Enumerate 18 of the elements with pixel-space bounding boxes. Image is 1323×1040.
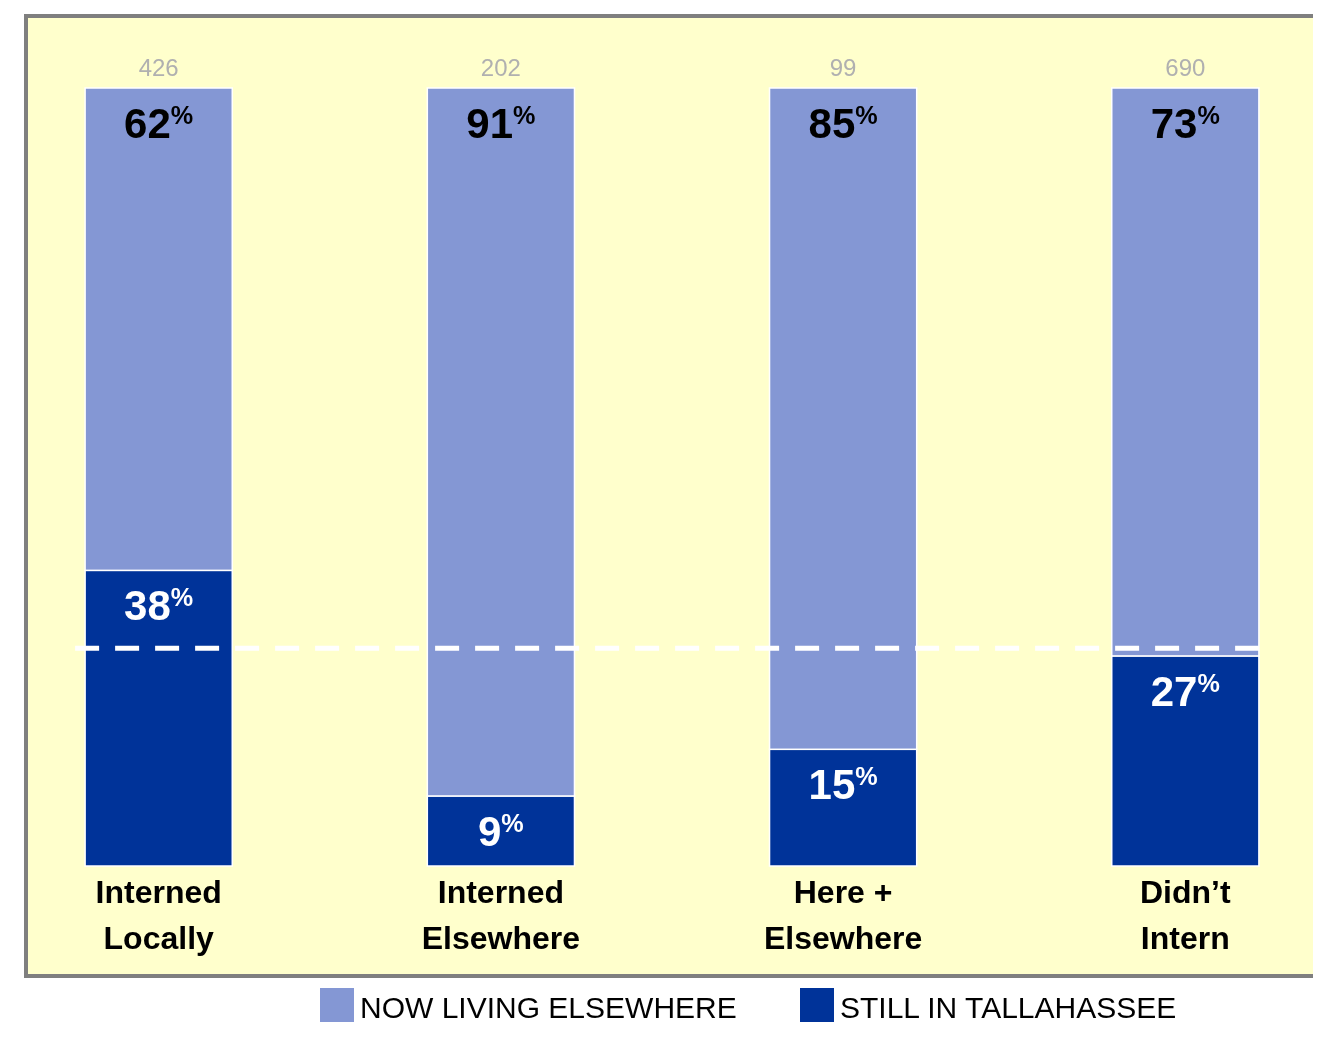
data-label: 85$^{%}$ <box>808 100 878 147</box>
data-label: 9$^{%}$ <box>478 807 524 855</box>
x-tick-label: Didn’t Intern <box>1139 874 1231 956</box>
data-label: 15$^{%}$ <box>808 761 878 809</box>
x-tick-label: Here + Elsewhere <box>763 874 923 956</box>
annotation: 202 <box>480 54 521 81</box>
x-tick-label: Interned Elsewhere <box>421 874 581 956</box>
legend-label: STILL IN TALLAHASSEE <box>840 991 1177 1024</box>
data-label: 27$^{%}$ <box>1150 667 1220 715</box>
data-label: 91$^{%}$ <box>466 100 536 147</box>
data-label: 62$^{%}$ <box>124 100 194 147</box>
annotation: 99 <box>829 54 857 81</box>
x-tick-label: Interned Locally <box>95 874 222 956</box>
data-label: 38$^{%}$ <box>124 582 194 630</box>
legend-label: NOW LIVING ELSEWHERE <box>360 991 737 1024</box>
data-label: 73$^{%}$ <box>1150 100 1220 147</box>
annotation: 426 <box>138 54 179 81</box>
annotation: 690 <box>1165 54 1206 81</box>
